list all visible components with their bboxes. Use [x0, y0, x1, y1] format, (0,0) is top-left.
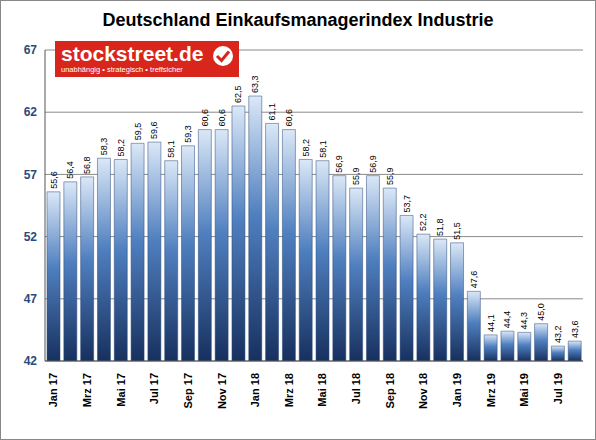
- svg-text:Jan 17: Jan 17: [47, 373, 59, 407]
- svg-text:Mrz 17: Mrz 17: [81, 373, 93, 407]
- svg-text:62: 62: [24, 105, 38, 119]
- svg-text:59,6: 59,6: [149, 122, 159, 140]
- svg-text:58,1: 58,1: [166, 140, 176, 158]
- svg-text:58,3: 58,3: [99, 138, 109, 156]
- svg-text:51,8: 51,8: [435, 219, 445, 237]
- svg-text:43,6: 43,6: [570, 321, 580, 339]
- svg-text:56,8: 56,8: [82, 156, 92, 174]
- svg-text:Jul 19: Jul 19: [552, 373, 564, 404]
- svg-text:44,4: 44,4: [502, 311, 512, 329]
- svg-text:58,1: 58,1: [318, 140, 328, 158]
- svg-text:Jul 18: Jul 18: [350, 373, 362, 404]
- svg-text:Nov 17: Nov 17: [216, 373, 228, 409]
- svg-text:Mai 17: Mai 17: [115, 373, 127, 407]
- svg-text:60,6: 60,6: [217, 109, 227, 127]
- svg-text:47: 47: [24, 292, 38, 306]
- svg-text:56,9: 56,9: [368, 155, 378, 173]
- svg-text:Mai 19: Mai 19: [518, 373, 530, 407]
- svg-text:52,2: 52,2: [418, 214, 428, 232]
- html-text:stockstreet.de: stockstreet.de: [61, 42, 204, 65]
- svg-text:Sep 18: Sep 18: [384, 373, 396, 408]
- svg-text:44,3: 44,3: [519, 312, 529, 330]
- svg-text:59,5: 59,5: [133, 123, 143, 141]
- svg-text:42: 42: [24, 354, 38, 368]
- svg-text:63,3: 63,3: [250, 75, 260, 93]
- svg-text:67: 67: [24, 43, 38, 57]
- svg-text:Mrz 18: Mrz 18: [283, 373, 295, 407]
- svg-text:62,5: 62,5: [233, 85, 243, 103]
- svg-text:57: 57: [24, 168, 38, 182]
- svg-text:51,5: 51,5: [452, 222, 462, 240]
- html-text:Deutschland Einkaufsmanagerind: Deutschland Einkaufsmanagerindex Industr…: [102, 10, 494, 30]
- svg-text:Jul 17: Jul 17: [148, 373, 160, 404]
- svg-text:Jan 18: Jan 18: [249, 373, 261, 407]
- svg-text:52: 52: [24, 230, 38, 244]
- svg-text:47,6: 47,6: [469, 271, 479, 289]
- svg-text:45,0: 45,0: [536, 303, 546, 321]
- svg-text:56,9: 56,9: [334, 155, 344, 173]
- svg-text:60,6: 60,6: [200, 109, 210, 127]
- svg-text:58,2: 58,2: [116, 139, 126, 157]
- svg-text:Nov 18: Nov 18: [417, 373, 429, 409]
- svg-text:Mai 18: Mai 18: [316, 373, 328, 407]
- svg-text:60,6: 60,6: [284, 109, 294, 127]
- html-text:unabhängig • strategisch • tre: unabhängig • strategisch • treffsicher: [61, 65, 183, 74]
- svg-text:Mrz 19: Mrz 19: [485, 373, 497, 407]
- svg-text:59,3: 59,3: [183, 125, 193, 143]
- svg-text:Sep 17: Sep 17: [182, 373, 194, 408]
- svg-text:55,6: 55,6: [49, 171, 59, 189]
- svg-text:55,9: 55,9: [351, 168, 361, 186]
- svg-text:56,4: 56,4: [65, 161, 75, 179]
- svg-text:61,1: 61,1: [267, 103, 277, 121]
- svg-text:43,2: 43,2: [553, 326, 563, 344]
- svg-text:44,1: 44,1: [486, 314, 496, 332]
- svg-text:58,2: 58,2: [301, 139, 311, 157]
- svg-text:55,9: 55,9: [385, 168, 395, 186]
- svg-text:53,7: 53,7: [402, 195, 412, 213]
- svg-text:Jan 19: Jan 19: [451, 373, 463, 407]
